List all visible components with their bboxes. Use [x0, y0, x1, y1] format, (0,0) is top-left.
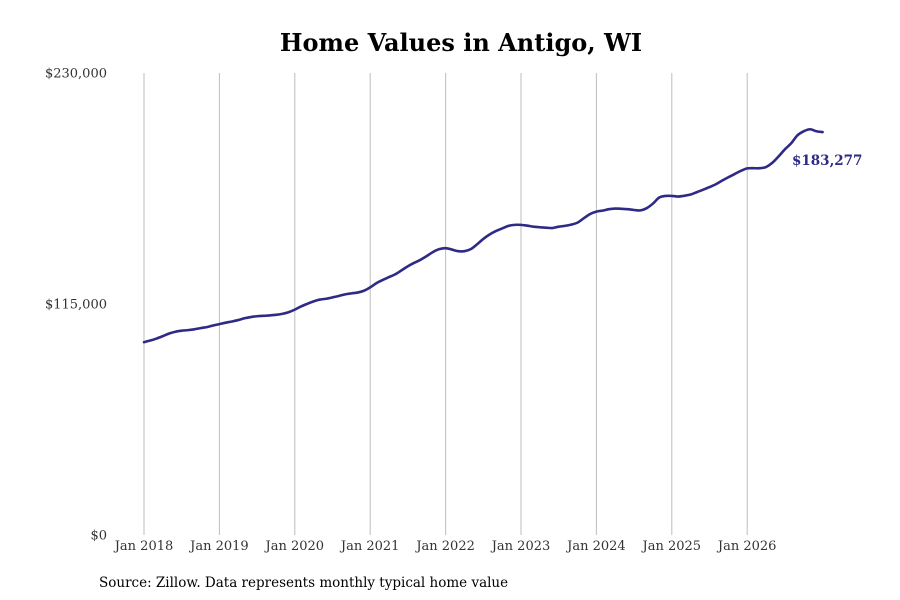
- y-tick-label: $0: [90, 529, 107, 544]
- x-tick-label: Jan 2020: [264, 539, 325, 554]
- x-tick-label: Jan 2022: [414, 539, 475, 554]
- series-layer: [142, 127, 824, 344]
- x-tick-label: Jan 2025: [641, 539, 702, 554]
- y-tick-label: $230,000: [45, 67, 107, 82]
- x-tick-label: Jan 2023: [490, 539, 551, 554]
- x-tick-label: Jan 2026: [716, 539, 777, 554]
- y-axis-tick-labels: $0 $115,000 $230,000: [45, 67, 107, 544]
- source-note: Source: Zillow. Data represents monthly …: [99, 575, 508, 591]
- series-line-home-value: [142, 127, 824, 344]
- last-value-label: $183,277: [792, 153, 862, 169]
- x-tick-label: Jan 2019: [188, 539, 249, 554]
- x-axis-tick-labels: Jan 2018 Jan 2019 Jan 2020 Jan 2021 Jan 2022…: [113, 539, 777, 554]
- y-tick-label: $115,000: [45, 298, 107, 313]
- gridlines: [143, 73, 748, 535]
- x-tick-label: Jan 2018: [113, 539, 174, 554]
- x-tick-label: Jan 2024: [565, 539, 626, 554]
- x-tick-label: Jan 2021: [339, 539, 400, 554]
- chart-title: Home Values in Antigo, WI: [280, 28, 642, 57]
